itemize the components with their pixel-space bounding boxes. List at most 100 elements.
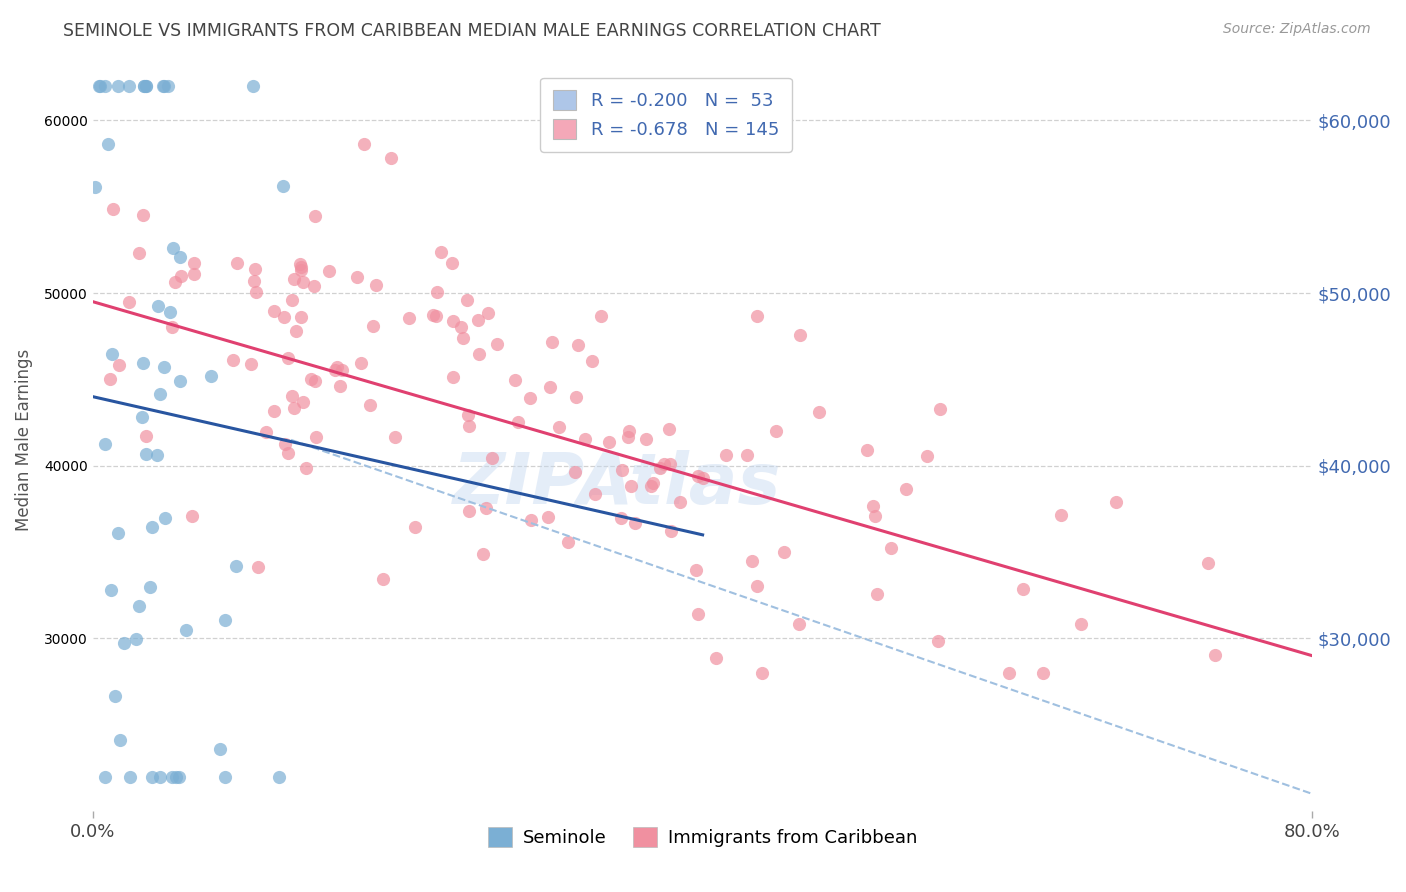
Immigrants from Caribbean <box>458 419 481 434</box>
Immigrants from Caribbean <box>440 256 463 270</box>
Seminole <box>135 78 157 93</box>
Immigrants from Caribbean <box>623 516 645 530</box>
Immigrants from Caribbean <box>1204 648 1226 662</box>
Immigrants from Caribbean <box>557 534 579 549</box>
Immigrants from Caribbean <box>280 293 302 307</box>
Immigrants from Caribbean <box>180 508 202 523</box>
Immigrants from Caribbean <box>1197 557 1219 571</box>
Seminole <box>135 78 157 93</box>
Immigrants from Caribbean <box>1070 616 1092 631</box>
Seminole <box>141 770 163 784</box>
Seminole <box>93 770 115 784</box>
Immigrants from Caribbean <box>283 272 305 286</box>
Immigrants from Caribbean <box>704 651 727 665</box>
Immigrants from Caribbean <box>475 501 498 516</box>
Immigrants from Caribbean <box>304 209 326 223</box>
Seminole <box>108 732 131 747</box>
Immigrants from Caribbean <box>865 508 887 523</box>
Immigrants from Caribbean <box>290 260 312 274</box>
Immigrants from Caribbean <box>467 313 489 327</box>
Immigrants from Caribbean <box>866 586 889 600</box>
Immigrants from Caribbean <box>277 446 299 460</box>
Seminole <box>135 447 157 461</box>
Immigrants from Caribbean <box>477 306 499 320</box>
Seminole <box>162 770 184 784</box>
Immigrants from Caribbean <box>787 617 810 632</box>
Immigrants from Caribbean <box>548 420 571 434</box>
Immigrants from Caribbean <box>165 275 187 289</box>
Immigrants from Caribbean <box>380 151 402 165</box>
Seminole <box>271 178 294 193</box>
Immigrants from Caribbean <box>564 465 586 479</box>
Immigrants from Caribbean <box>685 563 707 577</box>
Immigrants from Caribbean <box>658 457 681 471</box>
Text: Source: ZipAtlas.com: Source: ZipAtlas.com <box>1223 22 1371 37</box>
Immigrants from Caribbean <box>103 202 125 216</box>
Immigrants from Caribbean <box>467 346 489 360</box>
Immigrants from Caribbean <box>692 471 714 485</box>
Immigrants from Caribbean <box>332 363 354 377</box>
Seminole <box>225 558 247 573</box>
Immigrants from Caribbean <box>274 437 297 451</box>
Seminole <box>87 78 110 93</box>
Immigrants from Caribbean <box>714 448 737 462</box>
Immigrants from Caribbean <box>285 325 308 339</box>
Immigrants from Caribbean <box>359 399 381 413</box>
Immigrants from Caribbean <box>325 362 347 376</box>
Immigrants from Caribbean <box>856 442 879 457</box>
Immigrants from Caribbean <box>652 457 675 471</box>
Seminole <box>138 581 160 595</box>
Seminole <box>107 78 129 93</box>
Immigrants from Caribbean <box>737 448 759 462</box>
Immigrants from Caribbean <box>650 461 672 475</box>
Immigrants from Caribbean <box>659 524 682 538</box>
Immigrants from Caribbean <box>245 262 267 277</box>
Immigrants from Caribbean <box>304 374 326 388</box>
Immigrants from Caribbean <box>422 308 444 322</box>
Seminole <box>93 437 115 451</box>
Immigrants from Caribbean <box>254 425 277 439</box>
Immigrants from Caribbean <box>537 509 560 524</box>
Immigrants from Caribbean <box>506 415 529 429</box>
Immigrants from Caribbean <box>688 469 710 483</box>
Immigrants from Caribbean <box>458 503 481 517</box>
Immigrants from Caribbean <box>291 275 314 289</box>
Text: SEMINOLE VS IMMIGRANTS FROM CARIBBEAN MEDIAN MALE EARNINGS CORRELATION CHART: SEMINOLE VS IMMIGRANTS FROM CARIBBEAN ME… <box>63 22 882 40</box>
Immigrants from Caribbean <box>598 435 620 450</box>
Seminole <box>165 770 187 784</box>
Y-axis label: Median Male Earnings: Median Male Earnings <box>15 349 32 531</box>
Immigrants from Caribbean <box>481 451 503 466</box>
Immigrants from Caribbean <box>998 666 1021 681</box>
Immigrants from Caribbean <box>245 285 267 300</box>
Immigrants from Caribbean <box>425 310 447 324</box>
Seminole <box>214 770 236 784</box>
Immigrants from Caribbean <box>862 499 884 513</box>
Seminole <box>112 636 135 650</box>
Immigrants from Caribbean <box>640 479 662 493</box>
Seminole <box>159 305 181 319</box>
Immigrants from Caribbean <box>328 379 350 393</box>
Immigrants from Caribbean <box>426 285 449 299</box>
Seminole <box>118 770 141 784</box>
Seminole <box>124 632 146 646</box>
Immigrants from Caribbean <box>292 394 315 409</box>
Immigrants from Caribbean <box>277 351 299 366</box>
Immigrants from Caribbean <box>326 359 349 374</box>
Immigrants from Caribbean <box>620 479 643 493</box>
Immigrants from Caribbean <box>472 547 495 561</box>
Seminole <box>174 624 197 638</box>
Immigrants from Caribbean <box>765 424 787 438</box>
Seminole <box>157 78 180 93</box>
Immigrants from Caribbean <box>226 255 249 269</box>
Immigrants from Caribbean <box>807 405 830 419</box>
Immigrants from Caribbean <box>485 336 508 351</box>
Seminole <box>267 770 290 784</box>
Seminole <box>84 180 107 194</box>
Immigrants from Caribbean <box>741 554 763 568</box>
Immigrants from Caribbean <box>1049 508 1071 522</box>
Immigrants from Caribbean <box>927 634 949 648</box>
Immigrants from Caribbean <box>183 256 205 270</box>
Immigrants from Caribbean <box>583 487 606 501</box>
Seminole <box>132 356 155 370</box>
Immigrants from Caribbean <box>745 309 768 323</box>
